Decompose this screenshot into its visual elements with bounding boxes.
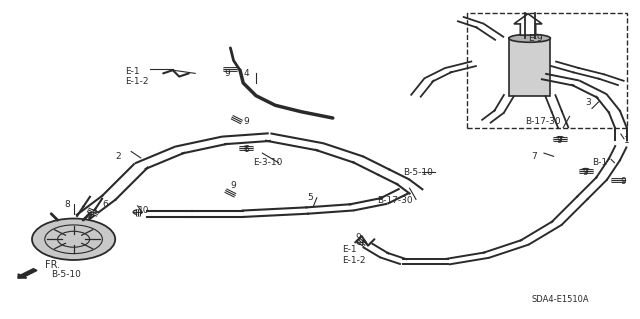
Circle shape [581,168,590,173]
Text: FR.: FR. [45,260,60,270]
Text: SDA4-E1510A: SDA4-E1510A [531,295,589,304]
Text: 3: 3 [586,98,591,107]
Circle shape [88,210,97,214]
Ellipse shape [509,34,550,42]
Text: 1: 1 [624,136,630,145]
Polygon shape [514,14,542,35]
Text: 9: 9 [582,168,588,177]
Text: 6: 6 [243,145,249,154]
Text: B-5-10: B-5-10 [51,270,81,279]
Text: B-5-10: B-5-10 [403,168,433,177]
Text: E-1
E-1-2: E-1 E-1-2 [125,67,148,86]
Circle shape [556,137,564,141]
Circle shape [242,146,251,151]
Text: 10: 10 [138,206,149,215]
Text: E-1
E-1-2: E-1 E-1-2 [342,246,366,265]
Circle shape [357,240,366,245]
Text: B-1: B-1 [592,158,607,167]
Text: 5: 5 [307,193,313,202]
Text: 9: 9 [355,233,361,242]
Text: 7: 7 [531,152,537,161]
Text: 6: 6 [102,200,108,209]
Text: 4: 4 [243,69,249,78]
Text: 8: 8 [64,200,70,209]
Text: E-9: E-9 [528,34,543,43]
Text: 9: 9 [621,177,627,186]
Text: 9: 9 [224,69,230,78]
Text: 9: 9 [230,181,236,189]
Circle shape [133,210,142,214]
Bar [509,38,550,96]
Text: B-17-30: B-17-30 [378,197,413,205]
Text: E-3-10: E-3-10 [253,158,282,167]
Text: 2: 2 [115,152,121,161]
Bar [467,13,627,128]
Circle shape [32,219,115,260]
Text: B-17-30: B-17-30 [525,117,561,126]
Text: 9: 9 [557,136,563,145]
Text: 9: 9 [243,117,249,126]
FancyArrow shape [18,269,37,278]
